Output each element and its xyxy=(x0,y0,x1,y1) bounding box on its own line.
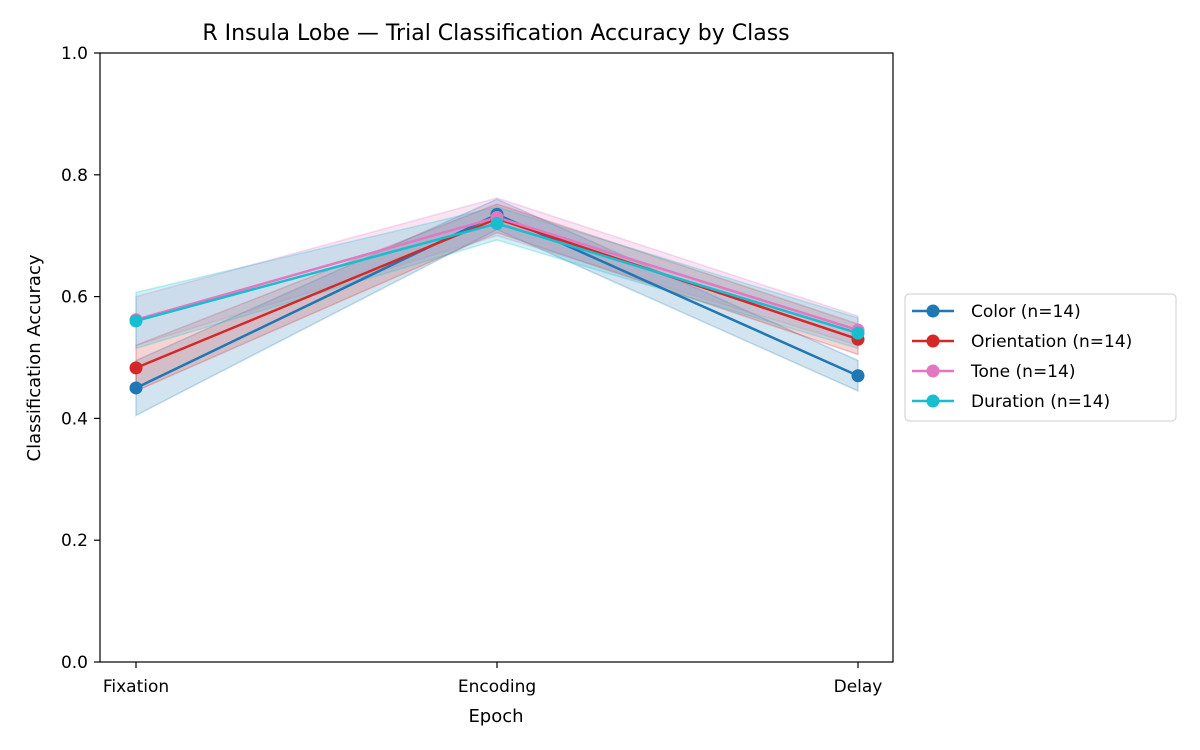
x-tick-label: Delay xyxy=(834,677,883,697)
x-tick-label: Fixation xyxy=(103,677,169,697)
data-point-series-1-0 xyxy=(129,361,143,375)
legend-label-3: Duration (n=14) xyxy=(971,392,1110,412)
y-tick-label: 0.4 xyxy=(61,409,88,429)
legend: Color (n=14) Orientation (n=14) Tone (n=14… xyxy=(904,293,1177,422)
y-tick-label: 0.0 xyxy=(61,653,88,673)
legend-marker-1 xyxy=(926,334,940,348)
chart-title: R Insula Lobe — Trial Classification Acc… xyxy=(202,21,789,46)
y-tick-label: 0.8 xyxy=(61,166,88,186)
data-point-series-0-2 xyxy=(851,369,865,383)
legend-marker-0 xyxy=(926,304,940,318)
x-tick-label: Encoding xyxy=(458,677,536,697)
legend-box xyxy=(904,293,1177,422)
x-axis-ticks: Fixation Encoding Delay xyxy=(103,662,883,697)
legend-label-0: Color (n=14) xyxy=(971,302,1081,322)
x-axis-label: Epoch xyxy=(468,706,523,727)
confidence-bands xyxy=(135,197,859,417)
y-axis-label: Classification Accuracy xyxy=(24,254,45,461)
legend-marker-2 xyxy=(926,364,940,378)
data-point-series-3-1 xyxy=(490,217,504,231)
data-point-series-3-0 xyxy=(129,314,143,328)
data-point-series-0-0 xyxy=(129,381,143,395)
y-tick-label: 1.0 xyxy=(61,44,88,64)
y-axis-ticks: 0.0 0.2 0.4 0.6 0.8 1.0 xyxy=(61,44,100,673)
y-tick-label: 0.6 xyxy=(61,288,88,308)
series-points xyxy=(129,207,865,395)
y-tick-label: 0.2 xyxy=(61,531,88,551)
legend-label-2: Tone (n=14) xyxy=(970,362,1075,382)
legend-marker-3 xyxy=(926,394,940,408)
data-point-series-3-2 xyxy=(851,326,865,340)
legend-label-1: Orientation (n=14) xyxy=(971,332,1132,352)
